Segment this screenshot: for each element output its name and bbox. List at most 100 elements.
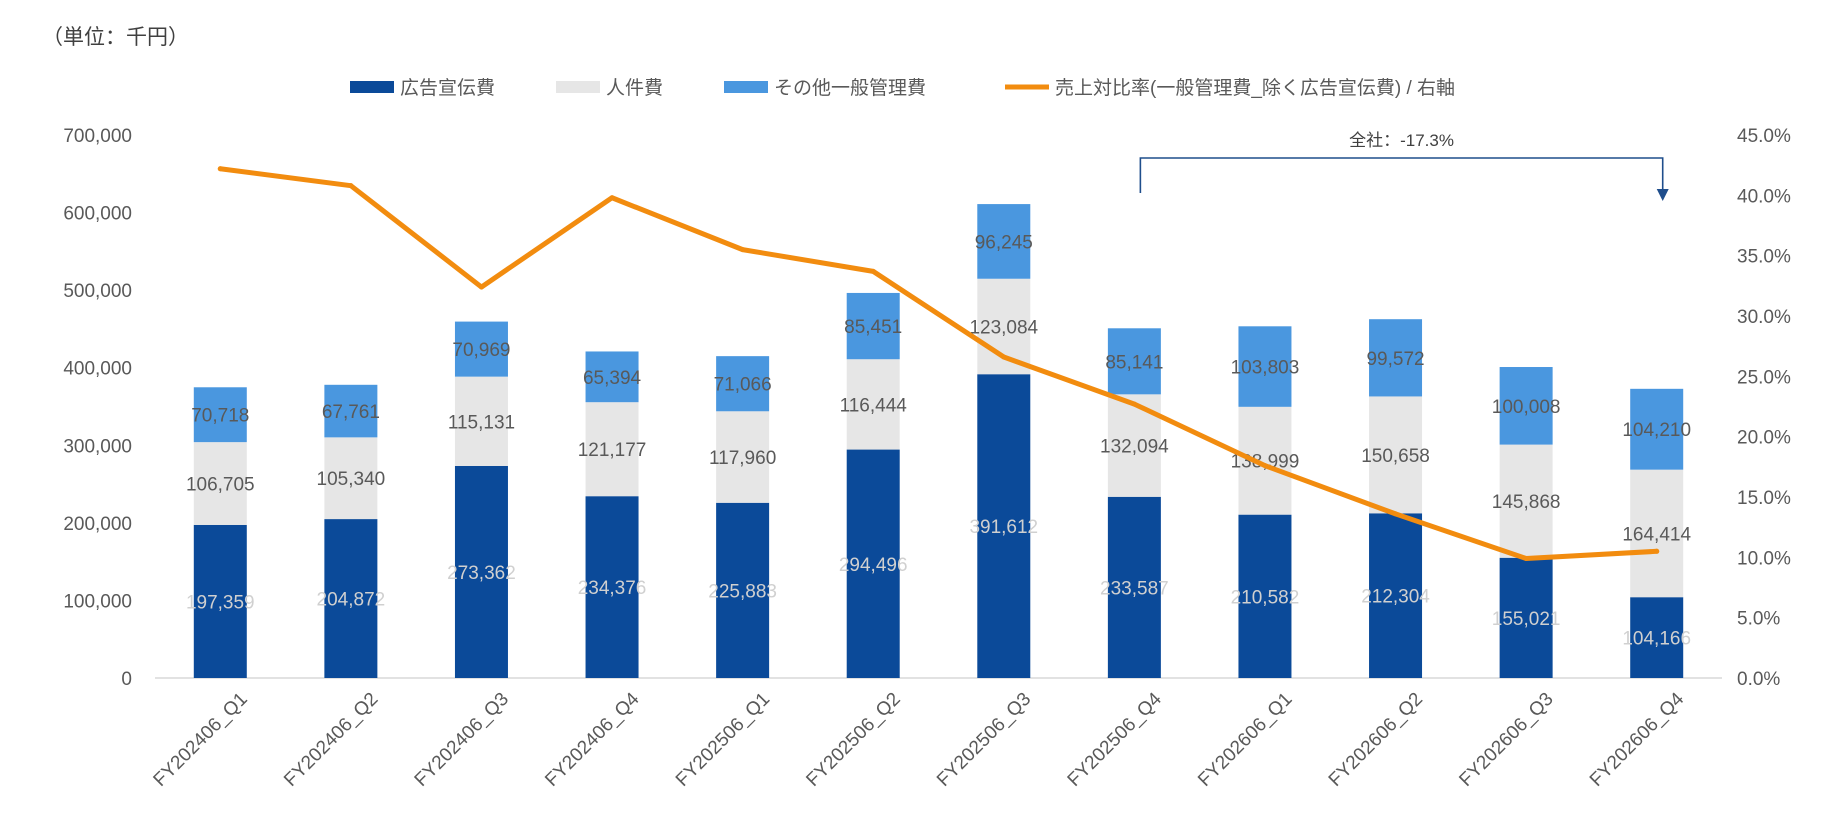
x-tick-label: FY202606_Q4	[1586, 688, 1689, 791]
ratio-line	[217, 166, 1660, 562]
bar-data-label: 65,394	[583, 368, 642, 389]
y-left-tick-label: 400,000	[63, 359, 132, 380]
x-tick-label: FY202506_Q3	[933, 689, 1035, 791]
bar-segment	[1107, 496, 1161, 678]
ratio-line-point	[740, 247, 746, 253]
bar-segment	[193, 387, 247, 443]
bar-segment	[977, 204, 1031, 279]
legend-swatch	[350, 81, 394, 93]
y-left-tick-label: 700,000	[63, 126, 132, 147]
bar-data-label: 233,587	[1100, 578, 1169, 599]
ratio-line-point	[217, 166, 223, 172]
bar-segment	[1238, 406, 1292, 515]
legend-swatch	[724, 81, 768, 93]
ratio-line-point	[348, 183, 354, 189]
annotation: 全社：-17.3%	[1139, 131, 1669, 201]
bar-segment	[324, 519, 378, 678]
bar-segment	[846, 449, 900, 678]
legend-swatch	[556, 81, 600, 93]
x-tick-label: FY202406_Q1	[150, 689, 252, 791]
annotation-bracket	[1139, 157, 1664, 195]
bar-segment	[1499, 444, 1553, 558]
bar-segment	[977, 374, 1031, 678]
bar-data-label: 100,008	[1492, 397, 1561, 418]
ratio-line-point	[1001, 354, 1007, 360]
bar-segment	[716, 411, 770, 503]
y-right-tick-label: 5.0%	[1737, 609, 1780, 630]
y-right-tick-label: 0.0%	[1737, 669, 1780, 690]
bar-data-label: 294,496	[839, 555, 908, 576]
x-tick-label: FY202506_Q4	[1064, 688, 1167, 791]
bar-data-label: 225,883	[708, 581, 777, 602]
bar-segment	[1630, 388, 1684, 470]
legend-label: 売上対比率(一般管理費_除く広告宣伝費) / 右軸	[1055, 77, 1455, 99]
annotation-arrow-head	[1656, 189, 1669, 201]
bar-data-label: 116,444	[840, 395, 908, 416]
bars	[193, 204, 1684, 678]
x-tick-label: FY202506_Q2	[803, 689, 905, 791]
bar-data-label: 70,718	[191, 406, 249, 427]
bar-data-label: 115,131	[448, 412, 515, 433]
y-left-tick-label: 200,000	[63, 514, 132, 535]
y-left-tick-label: 0	[121, 669, 132, 690]
bar-segment	[193, 442, 247, 525]
ratio-line-point	[1393, 511, 1399, 517]
bar-data-label: 117,960	[709, 448, 776, 469]
x-tick-label: FY202406_Q3	[411, 689, 513, 791]
bar-data-label: 103,803	[1231, 358, 1300, 379]
bar-segment	[585, 351, 639, 403]
ratio-line-point	[478, 284, 484, 290]
x-tick-label: FY202406_Q2	[280, 689, 382, 791]
ratio-line-layer	[217, 166, 1660, 562]
bar-data-label: 164,414	[1622, 524, 1691, 545]
bar-data-label: 121,177	[578, 440, 647, 461]
bar-data-label: 67,761	[322, 402, 380, 423]
y-right-tick-label: 20.0%	[1737, 428, 1791, 449]
ratio-line-point	[1131, 401, 1137, 407]
y-right-tick-label: 25.0%	[1737, 367, 1791, 388]
bar-data-label: 106,705	[186, 475, 255, 496]
bar-data-label: 204,872	[317, 590, 386, 611]
bar-segment	[193, 524, 247, 678]
y-right-tick-label: 15.0%	[1737, 488, 1791, 509]
bar-data-label: 85,141	[1105, 352, 1163, 373]
bar-segment	[1238, 326, 1292, 407]
bar-data-label: 150,658	[1361, 446, 1430, 467]
bar-segment	[716, 502, 770, 678]
legend-label: 広告宣伝費	[400, 77, 495, 99]
annotation-label: 全社：-17.3%	[1349, 131, 1454, 150]
ratio-line-point	[1262, 463, 1268, 469]
bar-segment	[1107, 328, 1161, 395]
x-tick-label: FY202606_Q2	[1325, 689, 1427, 791]
bar-data-label: 155,021	[1492, 609, 1561, 630]
bar-data-label: 132,094	[1100, 437, 1169, 458]
bar-data-label: 104,166	[1622, 629, 1691, 650]
bar-data-label: 104,210	[1622, 420, 1691, 441]
bar-segment	[1369, 319, 1423, 397]
bar-data-label: 212,304	[1361, 587, 1430, 608]
y-right-tick-label: 40.0%	[1737, 186, 1791, 207]
bar-segment	[1499, 557, 1553, 678]
bar-segment	[454, 376, 508, 466]
x-tick-label: FY202406_Q4	[541, 688, 644, 791]
y-right-tick-label: 10.0%	[1737, 548, 1791, 569]
bar-segment	[324, 437, 378, 520]
bar-segment	[1499, 367, 1553, 445]
x-tick-label: FY202606_Q3	[1455, 689, 1557, 791]
bar-data-label: 273,362	[447, 563, 516, 584]
y-left-tick-label: 600,000	[63, 204, 132, 225]
bar-data-label: 391,612	[969, 517, 1038, 538]
bar-segment	[846, 359, 900, 450]
bar-data-label: 71,066	[714, 375, 772, 396]
bar-segment	[585, 496, 639, 678]
bar-data-label: 145,868	[1492, 492, 1561, 513]
bar-data-label: 234,376	[578, 578, 647, 599]
x-tick-label: FY202506_Q1	[672, 689, 774, 791]
bar-segment	[454, 465, 508, 678]
bar-segment	[716, 356, 770, 412]
bar-data-label: 96,245	[975, 232, 1033, 253]
bar-segment	[1630, 469, 1684, 598]
bar-segment	[585, 402, 639, 497]
